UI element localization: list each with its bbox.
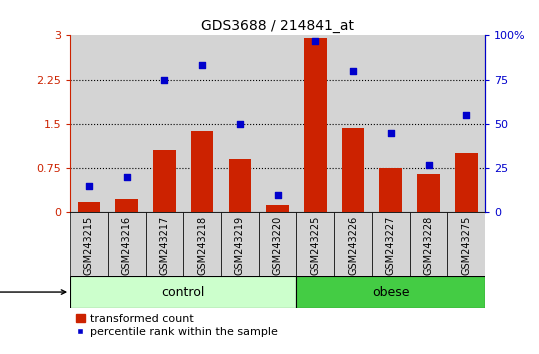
Bar	[417, 174, 440, 212]
FancyBboxPatch shape	[183, 212, 221, 276]
FancyBboxPatch shape	[447, 212, 485, 276]
Point	[386, 130, 395, 136]
Point	[311, 38, 320, 44]
Text: GSM243220: GSM243220	[273, 216, 282, 275]
Text: GSM243215: GSM243215	[84, 216, 94, 275]
Bar	[78, 202, 100, 212]
FancyBboxPatch shape	[372, 212, 410, 276]
Bar	[379, 168, 402, 212]
Bar	[115, 199, 138, 212]
Bar	[183, 35, 221, 212]
FancyBboxPatch shape	[296, 212, 334, 276]
Point	[160, 77, 169, 82]
FancyBboxPatch shape	[221, 212, 259, 276]
Bar	[221, 35, 259, 212]
Text: obese: obese	[372, 286, 410, 298]
Text: GSM243216: GSM243216	[122, 216, 132, 275]
FancyBboxPatch shape	[296, 276, 485, 308]
Bar	[342, 128, 364, 212]
Text: GSM243219: GSM243219	[235, 216, 245, 275]
Title: GDS3688 / 214841_at: GDS3688 / 214841_at	[201, 19, 354, 33]
Bar	[108, 35, 146, 212]
Bar	[455, 153, 478, 212]
Bar	[296, 35, 334, 212]
Bar	[266, 205, 289, 212]
FancyBboxPatch shape	[70, 212, 108, 276]
Bar	[70, 35, 108, 212]
Text: GSM243218: GSM243218	[197, 216, 207, 275]
FancyBboxPatch shape	[259, 212, 296, 276]
Point	[198, 63, 206, 68]
Text: control: control	[162, 286, 205, 298]
Bar	[372, 35, 410, 212]
Bar	[304, 38, 327, 212]
Bar	[447, 35, 485, 212]
Bar	[146, 35, 183, 212]
Text: GSM243226: GSM243226	[348, 216, 358, 275]
Text: GSM243225: GSM243225	[310, 216, 320, 275]
Point	[236, 121, 244, 127]
Point	[424, 162, 433, 167]
Bar	[229, 159, 251, 212]
Point	[85, 183, 93, 189]
Point	[349, 68, 357, 74]
Bar	[153, 150, 176, 212]
FancyBboxPatch shape	[108, 212, 146, 276]
Bar	[334, 35, 372, 212]
Point	[122, 174, 131, 180]
FancyBboxPatch shape	[334, 212, 372, 276]
FancyBboxPatch shape	[146, 212, 183, 276]
Text: disease state: disease state	[0, 287, 66, 297]
Legend: transformed count, percentile rank within the sample: transformed count, percentile rank withi…	[75, 314, 278, 337]
Text: GSM243217: GSM243217	[160, 216, 169, 275]
Text: GSM243227: GSM243227	[386, 216, 396, 275]
Point	[273, 192, 282, 198]
FancyBboxPatch shape	[70, 276, 296, 308]
Bar	[191, 131, 213, 212]
Bar	[410, 35, 447, 212]
Text: GSM243275: GSM243275	[461, 216, 471, 275]
Point	[462, 112, 471, 118]
Text: GSM243228: GSM243228	[424, 216, 433, 275]
FancyBboxPatch shape	[410, 212, 447, 276]
Bar	[259, 35, 296, 212]
